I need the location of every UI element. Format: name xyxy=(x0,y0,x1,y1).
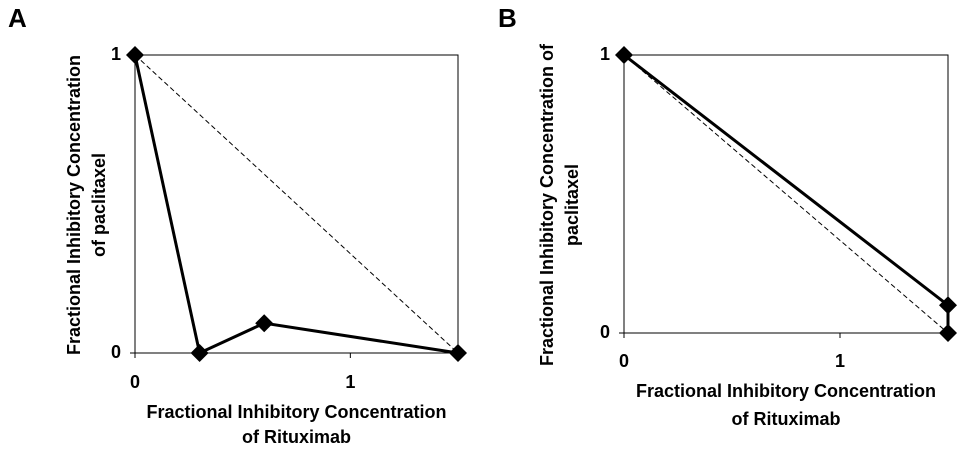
x-tick-label: 0 xyxy=(619,351,629,371)
x-axis-label: Fractional Inhibitory Concentration xyxy=(636,381,936,401)
y-axis-label: Fractional Inhibitory Concentration of xyxy=(537,43,557,366)
data-point xyxy=(190,344,209,362)
y-tick-label: 0 xyxy=(111,342,121,362)
series-line xyxy=(623,54,949,334)
data-point xyxy=(126,46,144,64)
x-axis-label: of Rituximab xyxy=(731,409,840,429)
data-point xyxy=(615,46,633,64)
panel-letter: B xyxy=(498,3,517,33)
x-tick-label: 1 xyxy=(345,372,355,392)
y-axis-label: Fractional Inhibitory Concentration xyxy=(64,55,84,355)
panel-letter: A xyxy=(8,3,27,33)
x-tick-label: 1 xyxy=(835,351,845,371)
panel: A 0 1 0 1 Fractional Inhibitory Concentration… xyxy=(8,3,467,447)
y-axis-label: paclitaxel xyxy=(562,164,582,246)
x-axis-label: of Rituximab xyxy=(242,427,351,447)
series-line xyxy=(134,54,459,354)
data-point xyxy=(939,296,957,315)
data-point xyxy=(255,314,274,333)
y-tick-label: 1 xyxy=(600,44,610,64)
series-line xyxy=(133,54,459,356)
y-tick-label: 0 xyxy=(600,322,610,342)
plot-frame xyxy=(134,54,459,354)
y-axis-label: of paclitaxel xyxy=(89,153,109,257)
data-point xyxy=(939,324,957,342)
x-axis-label: Fractional Inhibitory Concentration xyxy=(146,402,446,422)
plot-frame xyxy=(623,54,949,334)
data-point xyxy=(449,344,467,362)
x-tick-label: 0 xyxy=(130,372,140,392)
y-tick-label: 1 xyxy=(111,44,121,64)
panel: B 0 1 0 1 Fractional Inhibitory Concentration… xyxy=(498,3,957,429)
